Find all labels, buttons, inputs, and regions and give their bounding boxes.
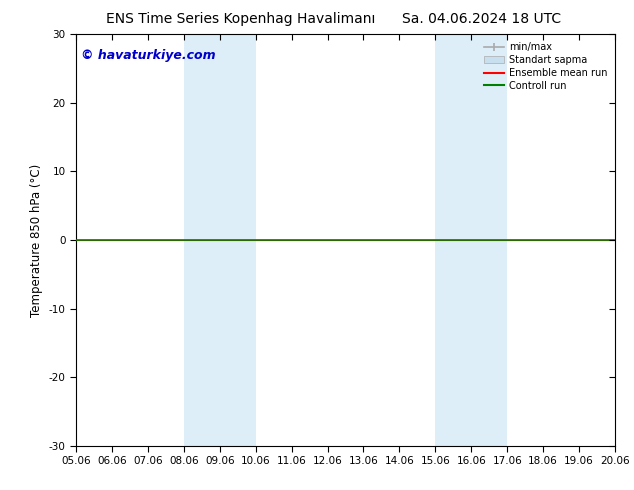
- Y-axis label: Temperature 850 hPa (°C): Temperature 850 hPa (°C): [30, 164, 43, 317]
- Text: © havaturkiye.com: © havaturkiye.com: [81, 49, 216, 62]
- Text: Sa. 04.06.2024 18 UTC: Sa. 04.06.2024 18 UTC: [403, 12, 561, 26]
- Bar: [184, 34, 256, 446]
- Text: ENS Time Series Kopenhag Havalimanı: ENS Time Series Kopenhag Havalimanı: [107, 12, 375, 26]
- Bar: [436, 34, 507, 446]
- Legend: min/max, Standart sapma, Ensemble mean run, Controll run: min/max, Standart sapma, Ensemble mean r…: [481, 39, 610, 94]
